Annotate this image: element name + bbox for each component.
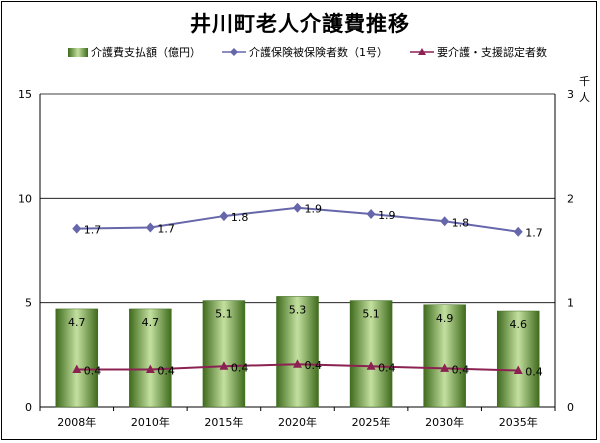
line-value-label: 1.8 bbox=[452, 216, 470, 229]
line-value-label: 0.4 bbox=[305, 359, 323, 372]
triangle-marker bbox=[440, 363, 450, 372]
diamond-marker bbox=[366, 208, 376, 219]
triangle-marker bbox=[145, 364, 155, 373]
legend-label-certified: 要介護・支援認定者数 bbox=[437, 46, 547, 59]
triangle-marker bbox=[219, 361, 229, 370]
line-value-label: 0.4 bbox=[84, 364, 102, 377]
y-left-tick-label: 10 bbox=[18, 192, 32, 205]
diamond-marker bbox=[440, 216, 450, 227]
line-value-label: 1.8 bbox=[231, 211, 249, 224]
x-tick-label: 2015年 bbox=[204, 415, 243, 429]
bar-value-label: 5.1 bbox=[362, 308, 380, 321]
bar bbox=[276, 296, 319, 408]
triangle-marker bbox=[72, 364, 82, 373]
diamond-marker bbox=[293, 202, 302, 213]
x-tick-label: 2010年 bbox=[131, 415, 170, 429]
legend-triangle-swatch bbox=[410, 48, 434, 55]
bar bbox=[496, 310, 540, 408]
x-tick-label: 2035年 bbox=[499, 415, 538, 429]
y-right-tick-label: 3 bbox=[567, 88, 574, 101]
line-value-label: 0.4 bbox=[452, 363, 470, 376]
bar-value-label: 4.9 bbox=[436, 312, 454, 325]
bar bbox=[55, 308, 99, 408]
legend-item-cost: 介護費支払額（億円） bbox=[68, 44, 201, 60]
y-right-tick-label: 0 bbox=[567, 401, 574, 414]
line-value-label: 1.7 bbox=[525, 227, 543, 240]
bar-value-label: 5.1 bbox=[215, 308, 233, 321]
bar-value-label: 4.7 bbox=[142, 316, 160, 329]
gridlines bbox=[40, 93, 555, 304]
x-tick-label: 2008年 bbox=[57, 415, 96, 429]
line-value-label: 0.4 bbox=[525, 365, 543, 378]
triangle-marker bbox=[366, 361, 376, 370]
legend-item-insured: 介護保険被保険者数（1号） bbox=[222, 44, 388, 60]
line-value-label: 0.4 bbox=[231, 361, 249, 374]
x-tick-label: 2020年 bbox=[278, 415, 317, 429]
bar bbox=[423, 304, 466, 408]
diamond-marker bbox=[219, 211, 229, 222]
x-tick-label: 2025年 bbox=[352, 415, 391, 429]
bar-value-label: 5.3 bbox=[289, 303, 307, 316]
bar bbox=[129, 308, 172, 408]
lines bbox=[72, 202, 523, 374]
line-value-label: 0.4 bbox=[157, 364, 175, 377]
chart-title: 井川町老人介護費推移 bbox=[190, 12, 410, 36]
y-left-tick-label: 5 bbox=[25, 297, 32, 310]
bars bbox=[55, 296, 540, 408]
bar bbox=[349, 300, 393, 408]
legend-diamond-swatch bbox=[222, 48, 246, 56]
triangle-marker bbox=[513, 365, 523, 374]
legend-label-cost: 介護費支払額（億円） bbox=[91, 46, 201, 59]
line-value-label: 0.4 bbox=[378, 361, 396, 374]
bar-value-label: 4.6 bbox=[509, 318, 527, 331]
line-value-label: 1.9 bbox=[305, 203, 323, 216]
line-value-label: 1.7 bbox=[157, 223, 175, 236]
bar bbox=[202, 300, 246, 408]
diamond-marker bbox=[145, 222, 155, 233]
y-right-tick-label: 2 bbox=[567, 192, 574, 205]
line-value-label: 1.9 bbox=[378, 209, 396, 222]
legend-bar-swatch bbox=[68, 47, 88, 57]
triangle-marker bbox=[293, 359, 302, 368]
labels: 4.7 4.7 5.1 5.3 5.1 4.9 4.6 1.7 1.7 1.8 1.9 1.9 1.8 1… bbox=[68, 203, 543, 379]
diamond-marker bbox=[513, 226, 523, 237]
axes: 0 5 10 15 0 1 2 3 2008年 2010年 2015年 2020年 2025年 2030年… bbox=[18, 88, 574, 429]
diamond-marker bbox=[72, 223, 82, 234]
y-right-tick-label: 1 bbox=[567, 297, 574, 310]
x-tick-label: 2030年 bbox=[425, 415, 464, 429]
line-value-label: 1.7 bbox=[84, 224, 102, 237]
bar-value-label: 4.7 bbox=[68, 316, 86, 329]
y-left-tick-label: 0 bbox=[25, 401, 32, 414]
y-left-tick-label: 15 bbox=[18, 88, 32, 101]
legend-item-certified: 要介護・支援認定者数 bbox=[410, 44, 547, 60]
right-axis-unit: 千人 bbox=[579, 75, 590, 104]
legend: 介護費支払額（億円） 介護保険被保険者数（1号） 要介護・支援認定者数 bbox=[0, 44, 600, 62]
legend-label-insured: 介護保険被保険者数（1号） bbox=[249, 46, 388, 59]
